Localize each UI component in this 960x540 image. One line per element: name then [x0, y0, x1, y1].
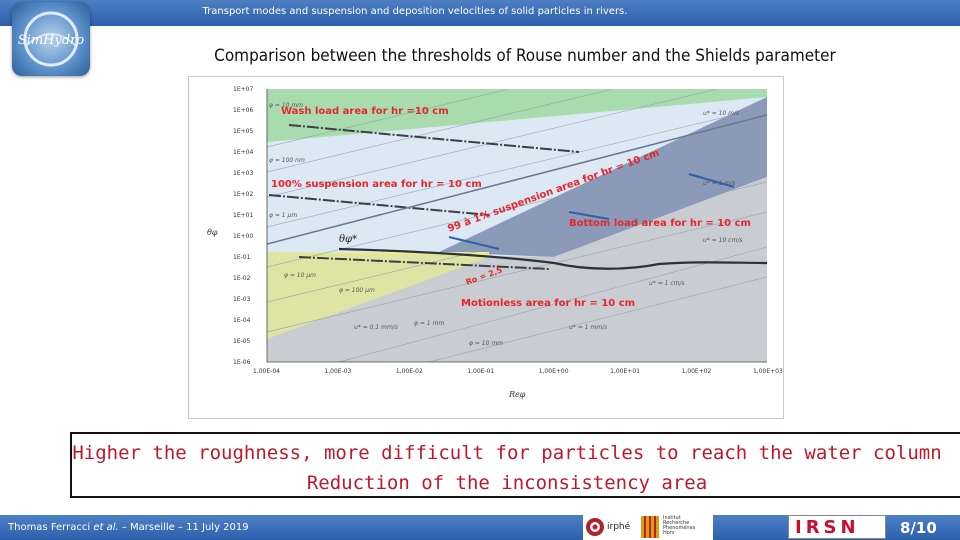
x-axis-label: Reφ: [508, 390, 526, 399]
y-tick-label: 1E+05: [233, 128, 253, 135]
amu-line: Institut: [663, 515, 681, 521]
bottom-load-area: [267, 177, 767, 362]
y-tick-label: 1E-01: [233, 254, 251, 261]
page-number: 8/10: [900, 519, 937, 537]
footer-author: Thomas Ferracci et al. – Marseille – 11 …: [8, 522, 249, 533]
amu-line: Recherche: [663, 520, 690, 526]
label-bottom-load: Bottom load area for hr = 10 cm: [569, 218, 751, 229]
provence-crest-icon: [641, 516, 659, 538]
y-axis-label: θφ: [207, 228, 218, 237]
label-suspension-100: 100% suspension area for hr = 10 cm: [271, 179, 482, 190]
y-tick-label: 1E+00: [233, 233, 253, 240]
x-tick-label: 1,00E+01: [610, 368, 640, 375]
amu-line: Hors: [663, 530, 675, 536]
author-et-al: et al.: [93, 522, 119, 533]
author-name: Thomas Ferracci: [8, 522, 91, 533]
annotation-u-01mmps: u* = 0,1 mm/s: [354, 324, 398, 331]
annotation-u-1cmps: u* = 1 cm/s: [649, 280, 685, 287]
annotation-u-1mmps: u* = 1 mm/s: [569, 324, 607, 331]
y-tick-label: 1E-05: [233, 338, 251, 345]
irsn-logo: IRSN: [788, 515, 886, 539]
y-tick-label: 1E-03: [233, 296, 251, 303]
conclusion-box: Higher the roughness, more difficult for…: [70, 432, 960, 498]
label-motionless: Motionless area for hr = 10 cm: [461, 298, 635, 309]
annotation-phi-1um: φ = 1 μm: [269, 212, 297, 219]
y-tick-label: 1E+01: [233, 212, 253, 219]
y-tick-label: 1E+02: [233, 191, 253, 198]
annotation-u-10cmps: u* = 10 cm/s: [703, 237, 742, 244]
header-title: Transport modes and suspension and depos…: [202, 6, 628, 17]
transition-area: [439, 97, 767, 257]
wash-load-area: [267, 89, 767, 142]
y-tick-label: 1E-06: [233, 359, 251, 366]
x-tick-label: 1,00E-03: [324, 368, 351, 375]
annotation-u-10mps: u* = 10 m/s: [703, 110, 739, 117]
amu-line: Phénomènes: [663, 525, 696, 531]
annotation-phi-100um: φ = 100 μm: [339, 287, 375, 294]
shields-curve: [338, 247, 767, 270]
x-tick-label: 1,00E-01: [467, 368, 494, 375]
y-tick-label: 1E+06: [233, 107, 253, 114]
irphe-logo: irphé: [586, 518, 631, 536]
rouse-line: [267, 114, 767, 245]
shields-rouse-figure: u* = 10 m/s u* = 1 m/s u* = 10 cm/s u* =…: [188, 76, 784, 419]
slide-title: Comparison between the thresholds of Rou…: [214, 46, 836, 66]
y-tick-label: 1E-04: [233, 317, 251, 324]
x-tick-label: 1,00E+00: [539, 368, 569, 375]
annotation-u-1mps: u* = 1 m/s: [703, 180, 735, 187]
label-theta-star: θφ*: [339, 234, 357, 245]
annotation-phi-1mm: φ = 1 mm: [414, 320, 444, 327]
author-venue: – Marseille – 11 July 2019: [118, 522, 249, 533]
label-wash-load: Wash load area for hr =10 cm: [281, 106, 449, 117]
conclusion-line-1: Higher the roughness, more difficult for…: [72, 442, 942, 464]
simhydro-logo: SimHydro: [12, 2, 90, 76]
top-banner: Transport modes and suspension and depos…: [0, 0, 960, 26]
logo-text: SimHydro: [18, 33, 85, 48]
conclusion-line-2: Reduction of the inconsistency area: [306, 472, 708, 494]
annotation-phi-10mm: φ = 10 mm: [269, 102, 303, 109]
amu-logo: Institut Recherche Phénomènes Hors: [663, 516, 711, 538]
x-tick-label: 1,00E+02: [682, 368, 712, 375]
irsn-text: IRSN: [795, 517, 860, 538]
motionless-area: [267, 252, 489, 339]
annotation-phi-10um: φ = 10 μm: [284, 272, 316, 279]
annotation-phi-10mm-low: φ = 10 mm: [469, 340, 503, 347]
annotation-phi-100nm: φ = 100 nm: [269, 157, 305, 164]
x-tick-label: 1,00E+03: [753, 368, 783, 375]
x-tick-label: 1,00E-04: [253, 368, 280, 375]
x-tick-label: 1,00E-02: [396, 368, 423, 375]
y-tick-label: 1E+07: [233, 86, 253, 93]
partner-logos: irphé Institut Recherche Phénomènes Hors: [583, 514, 713, 540]
irphe-text: irphé: [607, 521, 631, 532]
y-tick-label: 1E+04: [233, 149, 253, 156]
y-tick-label: 1E+03: [233, 170, 253, 177]
y-tick-label: 1E-02: [233, 275, 251, 282]
